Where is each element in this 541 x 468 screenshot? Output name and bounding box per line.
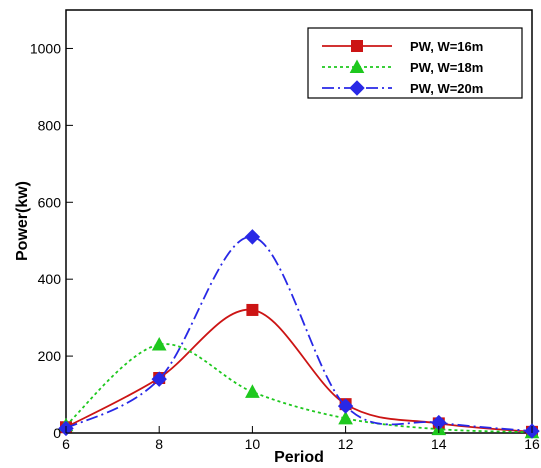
data-point bbox=[151, 371, 167, 387]
y-tick-label: 200 bbox=[38, 348, 62, 364]
data-point bbox=[338, 410, 353, 425]
series-line bbox=[65, 343, 533, 434]
y-axis-title: Power(kw) bbox=[14, 181, 31, 261]
data-point bbox=[151, 337, 167, 351]
legend-entry: PW, W=16m bbox=[322, 39, 483, 54]
series-line bbox=[65, 235, 533, 432]
legend-marker bbox=[351, 40, 363, 52]
legend-box bbox=[307, 27, 523, 99]
tick-layer: 6 8 10 12 14 16 0 200 400 600 800 1000 bbox=[30, 40, 540, 452]
x-axis-title: Period bbox=[274, 449, 324, 466]
x-tick-label: 8 bbox=[155, 436, 163, 452]
legend: PW, W=16m PW, W=18m PW, W=20m bbox=[307, 27, 523, 99]
legend-marker bbox=[349, 59, 365, 73]
x-tick-label: 14 bbox=[431, 436, 447, 452]
x-tick-label: 12 bbox=[338, 436, 354, 452]
data-point bbox=[337, 398, 354, 414]
y-tick-label: 0 bbox=[53, 425, 61, 441]
legend-entry: PW, W=18m bbox=[322, 59, 483, 75]
legend-label: PW, W=20m bbox=[410, 81, 483, 96]
y-tick-label: 1000 bbox=[30, 40, 61, 56]
legend-label: PW, W=18m bbox=[410, 60, 483, 75]
legend-marker bbox=[349, 80, 365, 96]
series-w16 bbox=[60, 303, 538, 438]
x-tick-label: 10 bbox=[245, 436, 261, 452]
data-point bbox=[245, 384, 260, 398]
x-tick-label: 6 bbox=[62, 436, 70, 452]
y-tick-label: 800 bbox=[38, 117, 62, 133]
series-line bbox=[65, 309, 533, 433]
series-w20 bbox=[58, 229, 540, 439]
legend-label: PW, W=16m bbox=[410, 39, 483, 54]
legend-entry: PW, W=20m bbox=[322, 80, 483, 96]
data-point bbox=[244, 229, 261, 245]
y-tick-label: 600 bbox=[38, 194, 62, 210]
y-tick-label: 400 bbox=[38, 271, 62, 287]
plot-frame bbox=[65, 9, 533, 434]
series-layer bbox=[58, 229, 540, 439]
data-point bbox=[246, 303, 259, 316]
x-tick-label: 16 bbox=[524, 436, 540, 452]
